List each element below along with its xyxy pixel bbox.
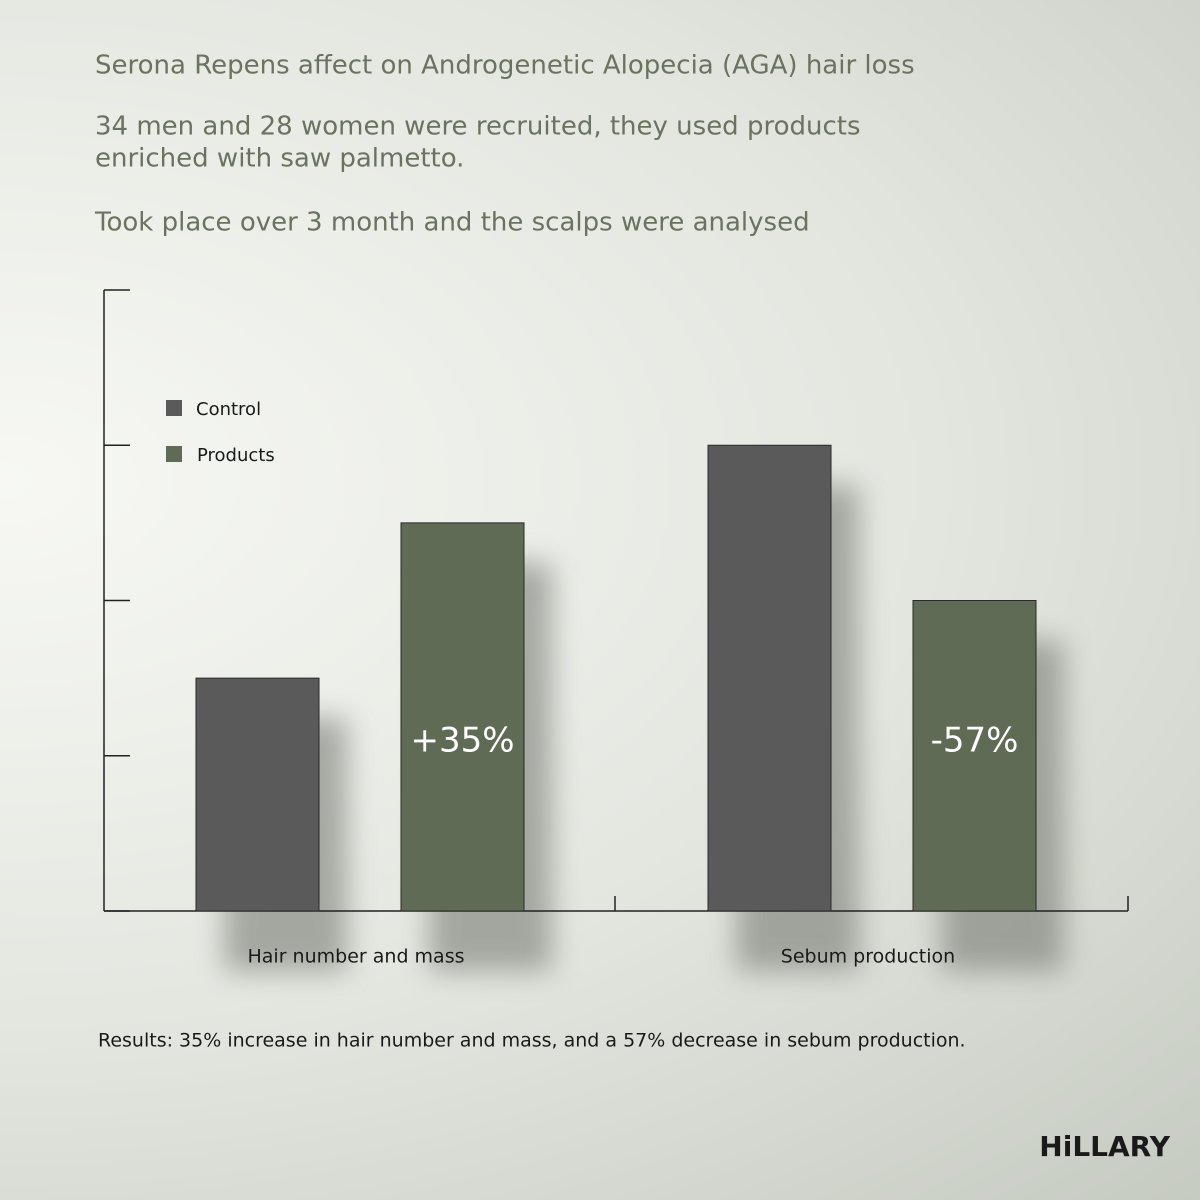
x-tick-label: Hair number and mass <box>248 946 465 968</box>
legend-label: Products <box>197 445 275 466</box>
bar <box>195 677 320 912</box>
bar-annotation: +35% <box>410 721 514 761</box>
subtitle: enriched with saw palmetto. <box>95 144 464 174</box>
bar <box>912 600 1037 912</box>
bar-annotation: -57% <box>931 721 1019 761</box>
legend-label: Control <box>196 399 261 420</box>
x-tick-label: Sebum production <box>781 946 955 968</box>
subtitle: Took place over 3 month and the scalps w… <box>94 208 810 238</box>
chart-title: Serona Repens affect on Androgenetic Alo… <box>95 51 915 81</box>
legend-swatch <box>166 446 182 462</box>
brand: HiLLARY <box>1039 1130 1170 1163</box>
caption: Results: 35% increase in hair number and… <box>98 1030 966 1052</box>
legend-swatch <box>166 400 182 416</box>
bar <box>707 444 832 912</box>
subtitle: 34 men and 28 women were recruited, they… <box>95 112 861 142</box>
bar <box>400 522 525 912</box>
